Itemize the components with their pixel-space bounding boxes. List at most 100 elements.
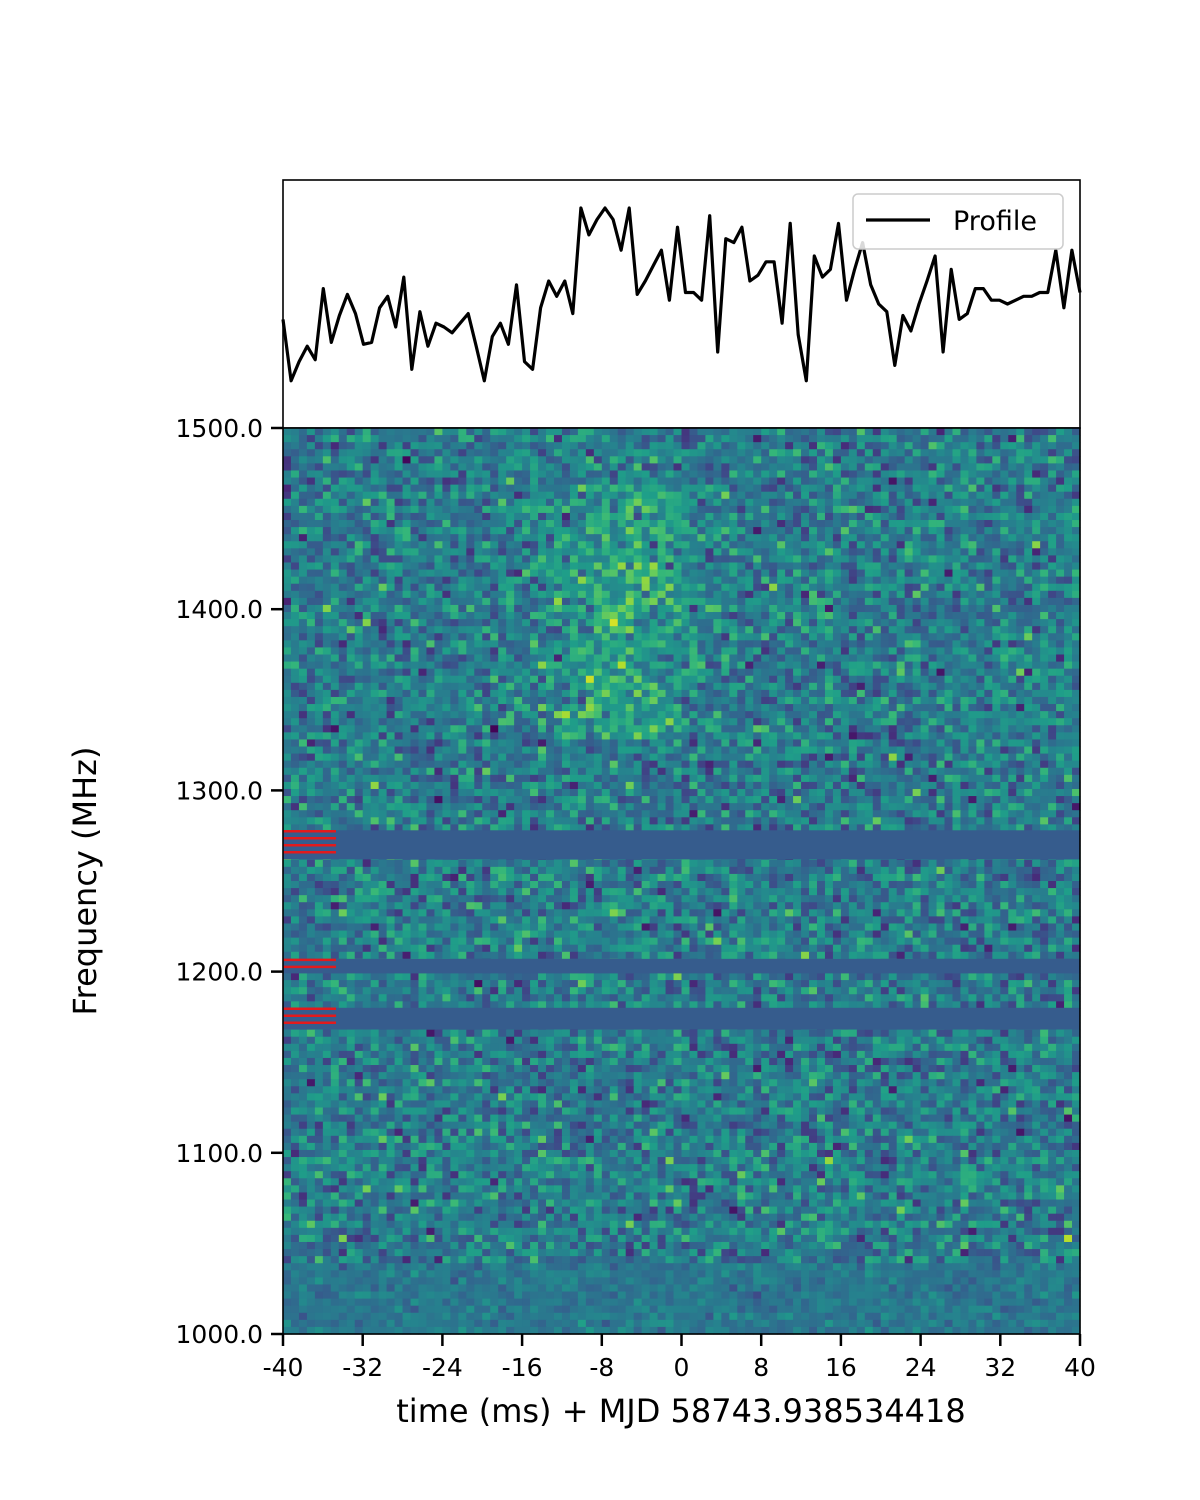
heatmap-cell <box>681 435 691 443</box>
heatmap-cell <box>498 569 507 578</box>
heatmap-cell <box>840 597 850 606</box>
heatmap-cell <box>809 725 818 733</box>
heatmap-cell <box>569 520 579 528</box>
heatmap-cell <box>538 718 547 726</box>
heatmap-cell <box>1016 753 1025 762</box>
heatmap-cell <box>904 612 914 620</box>
heatmap-cell <box>498 661 507 670</box>
heatmap-cell <box>761 619 770 627</box>
heatmap-cell <box>378 555 388 564</box>
heatmap-cell <box>697 619 707 627</box>
heatmap-cell <box>968 739 977 748</box>
heatmap-cell <box>1040 498 1049 507</box>
heatmap-cell <box>896 760 906 769</box>
heatmap-cell <box>864 682 874 691</box>
heatmap-cell <box>1024 562 1033 571</box>
heatmap-cell <box>410 612 420 620</box>
heatmap-cell <box>753 498 762 507</box>
heatmap-cell <box>649 746 659 755</box>
heatmap-cell <box>936 746 946 755</box>
heatmap-cell <box>864 583 874 592</box>
heatmap-cell <box>314 682 324 691</box>
heatmap-cell <box>944 449 954 457</box>
heatmap-cell <box>498 767 507 776</box>
heatmap-cell <box>633 555 643 564</box>
heatmap-cell <box>681 449 691 457</box>
heatmap-cell <box>888 774 898 783</box>
heatmap-cell <box>426 718 436 726</box>
heatmap-cell <box>498 498 507 507</box>
heatmap-cell <box>338 505 348 514</box>
heatmap-cell <box>1032 689 1041 698</box>
heatmap-cell <box>1008 491 1017 500</box>
heatmap-cell <box>649 470 659 479</box>
heatmap-cell <box>801 442 810 450</box>
heatmap-cell <box>490 604 499 613</box>
heatmap-cell <box>522 746 531 755</box>
heatmap-cell <box>386 619 396 627</box>
heatmap-cell <box>737 640 746 649</box>
heatmap-cell <box>585 604 595 613</box>
heatmap-cell <box>569 689 579 698</box>
heatmap-cell <box>920 647 930 656</box>
heatmap-cell <box>530 428 539 436</box>
heatmap-cell <box>1040 435 1049 443</box>
heatmap-cell <box>625 583 635 592</box>
heatmap-cell <box>322 484 332 493</box>
heatmap-cell <box>713 463 722 472</box>
heatmap-cell <box>474 491 483 500</box>
heatmap-cell <box>936 484 946 493</box>
heatmap-cell <box>960 718 970 726</box>
heatmap-cell <box>689 704 699 712</box>
heatmap-cell <box>577 505 587 514</box>
heatmap-cell <box>338 640 348 649</box>
heatmap-cell <box>466 569 475 578</box>
heatmap-cell <box>418 612 428 620</box>
heatmap-cell <box>362 732 372 741</box>
heatmap-cell <box>506 746 515 755</box>
heatmap-cell <box>944 548 954 557</box>
heatmap-cell <box>705 753 714 762</box>
heatmap-cell <box>593 555 603 564</box>
heatmap-cell <box>482 774 491 783</box>
heatmap-cell <box>665 548 675 557</box>
heatmap-cell <box>809 619 818 627</box>
heatmap-cell <box>378 640 388 649</box>
heatmap-cell <box>306 590 316 599</box>
heatmap-cell <box>816 555 826 564</box>
heatmap-cell <box>832 612 842 620</box>
heatmap-cell <box>992 739 1001 748</box>
heatmap-cell <box>737 647 746 656</box>
heatmap-cell <box>657 675 667 684</box>
heatmap-cell <box>872 435 882 443</box>
heatmap-cell <box>593 512 603 521</box>
heatmap-cell <box>888 590 898 599</box>
heatmap-cell <box>346 711 356 719</box>
heatmap-cell <box>1056 477 1065 486</box>
heatmap-cell <box>681 442 691 450</box>
heatmap-cell <box>426 612 436 620</box>
heatmap-cell <box>872 612 882 620</box>
heatmap-cell <box>450 725 459 733</box>
heatmap-cell <box>912 696 922 705</box>
heatmap-cell <box>1008 640 1017 649</box>
heatmap-cell <box>801 739 810 748</box>
heatmap-cell <box>968 753 977 762</box>
heatmap-cell <box>394 527 404 535</box>
heatmap-cell <box>530 548 539 557</box>
heatmap-cell <box>362 555 372 564</box>
heatmap-cell <box>920 562 930 571</box>
heatmap-cell <box>1016 661 1025 670</box>
heatmap-cell <box>721 449 730 457</box>
heatmap-cell <box>777 569 786 578</box>
heatmap-cell <box>609 704 619 712</box>
heatmap-cell <box>1016 626 1025 634</box>
heatmap-cell <box>872 534 882 542</box>
heatmap-cell <box>290 725 300 733</box>
heatmap-cell <box>960 767 970 776</box>
heatmap-cell <box>777 597 786 606</box>
heatmap-cell <box>936 696 946 705</box>
heatmap-cell <box>569 746 579 755</box>
heatmap-cell <box>290 491 300 500</box>
heatmap-cell <box>625 604 635 613</box>
